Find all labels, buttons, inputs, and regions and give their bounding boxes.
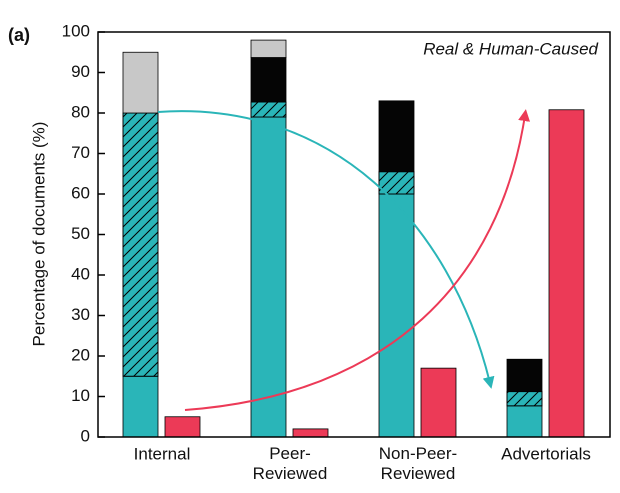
x-tick-label: Advertorials	[501, 444, 591, 463]
y-tick-label: 0	[81, 426, 90, 445]
bar	[548, 109, 585, 438]
x-tick-label: Internal	[134, 444, 191, 463]
bar-hatch	[250, 101, 287, 118]
bar	[164, 416, 201, 438]
x-tick-label: Peer-Reviewed	[253, 444, 328, 483]
bar	[506, 358, 543, 393]
bar	[420, 367, 457, 438]
y-tick-label: 90	[71, 62, 90, 81]
panel-label: (a)	[8, 25, 30, 45]
bar-hatch	[122, 112, 159, 377]
bar	[250, 39, 287, 58]
bar	[378, 193, 415, 438]
x-tick-label: Non-Peer-Reviewed	[379, 444, 457, 483]
bar	[250, 57, 287, 103]
arrow	[157, 110, 495, 389]
y-tick-label: 60	[71, 183, 90, 202]
y-axis-label: Percentage of documents (%)	[29, 122, 48, 347]
y-tick-label: 100	[62, 21, 90, 40]
annotation: Real & Human-Caused	[423, 39, 598, 58]
bar	[250, 116, 287, 438]
bar	[292, 428, 329, 438]
bar-hatch	[506, 391, 543, 407]
arrow	[184, 109, 531, 411]
plot-frame	[97, 31, 611, 438]
bar	[122, 51, 159, 114]
y-tick-label: 50	[71, 224, 90, 243]
y-tick-label: 70	[71, 143, 90, 162]
y-tick-label: 80	[71, 102, 90, 121]
bar	[378, 100, 415, 173]
y-tick-label: 30	[71, 305, 90, 324]
bar	[122, 375, 159, 438]
bar	[506, 405, 543, 438]
y-tick-label: 20	[71, 345, 90, 364]
y-tick-label: 10	[71, 386, 90, 405]
y-tick-label: 40	[71, 264, 90, 283]
